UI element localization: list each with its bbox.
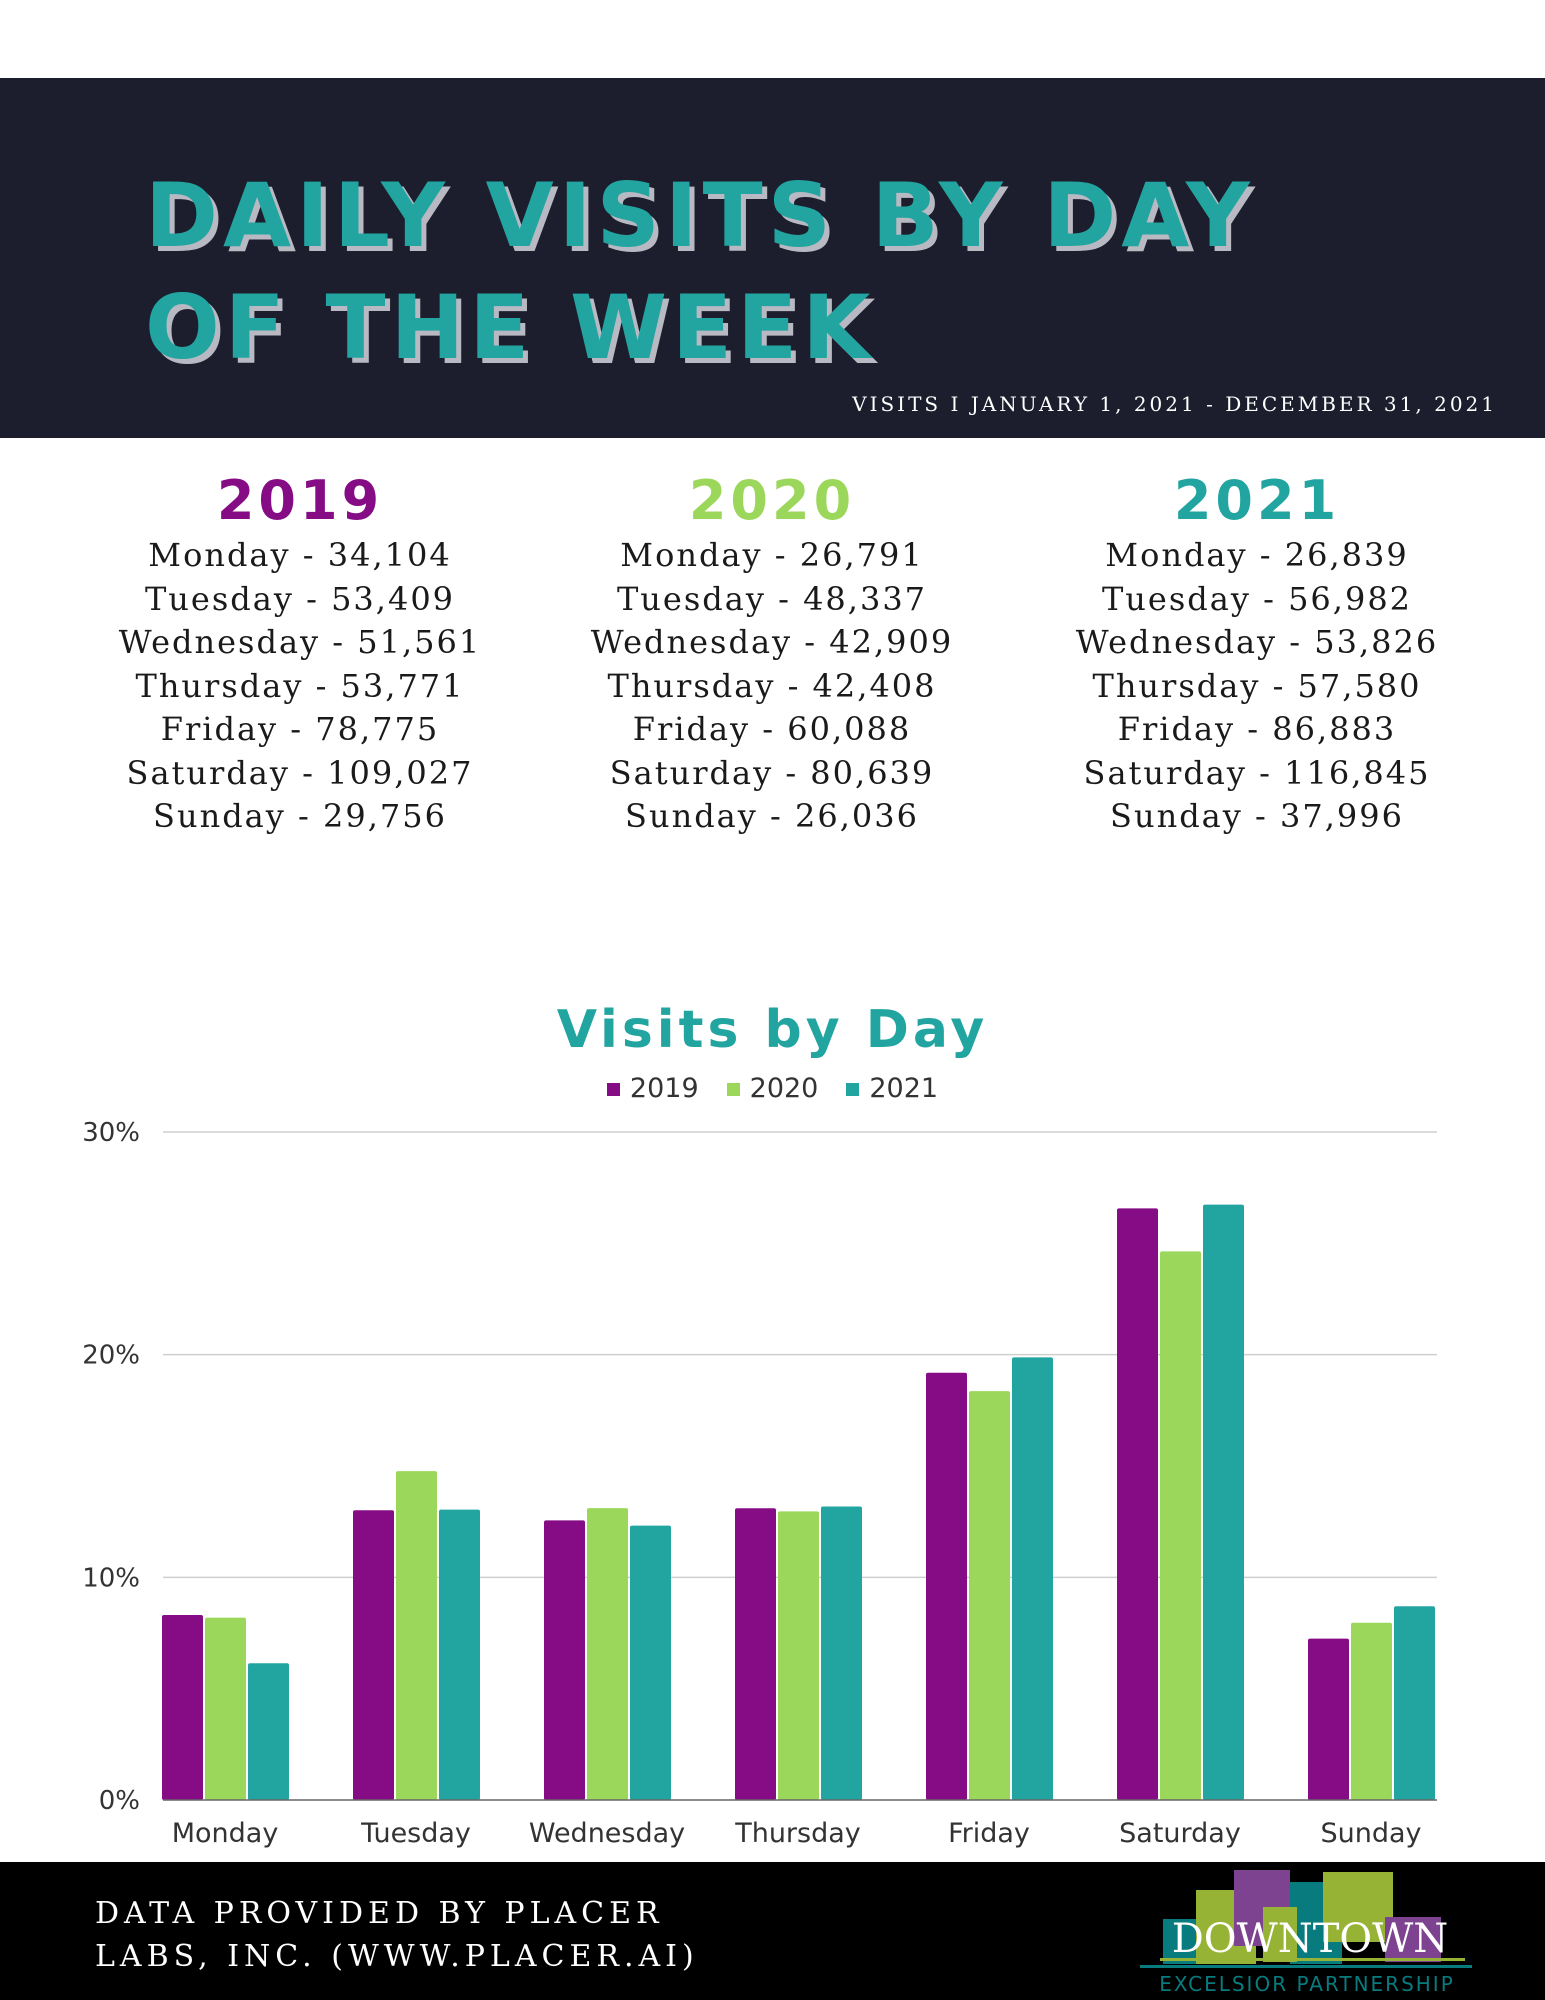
- bar-2019-thursday: [735, 1508, 776, 1800]
- bar-2019-tuesday: [353, 1510, 394, 1800]
- bar-2021-saturday: [1203, 1204, 1244, 1800]
- x-tick-label: Monday: [172, 1818, 279, 1849]
- bar-2021-wednesday: [630, 1525, 671, 1800]
- legend-swatch: [606, 1083, 620, 1096]
- bar-2020-thursday: [778, 1511, 819, 1800]
- y-tick-label: 20%: [82, 1341, 140, 1371]
- x-tick-label: Tuesday: [360, 1818, 471, 1849]
- legend-swatch: [726, 1083, 740, 1096]
- day-visit-count: Sunday - 29,756: [153, 797, 447, 835]
- credit-line-2: LABS, INC. (WWW.PLACER.AI): [95, 1939, 699, 1974]
- bar-2021-thursday: [821, 1506, 862, 1800]
- year-column-2019: 2019 Monday - 34,104 Tuesday - 53,409 Wedne…: [70, 468, 530, 839]
- year-heading: 2020: [688, 469, 856, 532]
- y-tick-label: 30%: [82, 1118, 140, 1148]
- logo-text: DOWNTOWN: [1172, 1916, 1449, 1962]
- day-visit-count: Friday - 86,883: [1117, 710, 1397, 748]
- day-visit-count: Thursday - 53,771: [135, 666, 465, 705]
- legend-item: 2021: [846, 1073, 938, 1104]
- bar-2019-monday: [162, 1614, 203, 1800]
- x-tick-label: Wednesday: [529, 1818, 685, 1849]
- legend-label: 2021: [869, 1073, 939, 1104]
- bar-2020-friday: [969, 1391, 1010, 1800]
- title-line-1: DAILY VISITS BY DAY: [145, 164, 1255, 267]
- day-visit-count: Monday - 26,839: [1105, 536, 1409, 574]
- day-visit-count: Wednesday - 42,909: [590, 623, 954, 661]
- header-band: [0, 78, 1545, 438]
- day-visit-count: Thursday - 57,580: [1092, 666, 1422, 705]
- legend-item: 2020: [726, 1073, 819, 1104]
- day-visit-count: Wednesday - 53,826: [1075, 623, 1439, 661]
- x-tick-label: Sunday: [1320, 1818, 1421, 1849]
- year-heading: 2019: [216, 469, 384, 532]
- day-visit-count: Monday - 34,104: [148, 536, 452, 574]
- page-title: DAILY VISITS BY DAY OF THE WEEK: [145, 160, 1255, 384]
- legend-label: 2019: [629, 1073, 699, 1104]
- day-visit-count: Saturday - 109,027: [126, 753, 474, 792]
- downtown-excelsior-logo: DOWNTOWN EXCELSIOR PARTNERSHIP: [1140, 1870, 1472, 1996]
- year-heading: 2021: [1173, 469, 1341, 532]
- day-visit-count: Friday - 60,088: [632, 710, 912, 748]
- y-tick-label: 0%: [99, 1786, 140, 1816]
- day-visit-count: Tuesday - 48,337: [616, 579, 928, 618]
- x-tick-label: Friday: [948, 1818, 1030, 1849]
- legend-swatch: [846, 1083, 860, 1096]
- day-visit-count: Tuesday - 56,982: [1101, 579, 1413, 618]
- x-tick-label: Saturday: [1119, 1818, 1241, 1849]
- bar-2019-wednesday: [544, 1520, 585, 1800]
- day-visit-count: Saturday - 80,639: [609, 753, 935, 792]
- year-column-2021: 2021 Monday - 26,839 Tuesday - 56,982 Wedne…: [1027, 468, 1487, 839]
- bar-2020-tuesday: [396, 1471, 437, 1800]
- credit-line-1: DATA PROVIDED BY PLACER: [95, 1896, 664, 1931]
- legend-label: 2020: [749, 1073, 819, 1104]
- bar-2019-sunday: [1308, 1638, 1349, 1800]
- bar-chart: 0% 10% 20% 30% Monday Tuesday Wednesday Thursda…: [82, 1118, 1437, 1849]
- year-column-2020: 2020 Monday - 26,791 Tuesday - 48,337 Wedne…: [542, 468, 1002, 839]
- data-credit: DATA PROVIDED BY PLACER LABS, INC. (WWW.…: [95, 1892, 699, 1978]
- bar-2019-saturday: [1117, 1208, 1158, 1800]
- day-visit-count: Tuesday - 53,409: [144, 579, 456, 618]
- bar-2021-tuesday: [439, 1509, 480, 1800]
- day-visit-count: Monday - 26,791: [620, 536, 924, 574]
- bar-2020-wednesday: [587, 1508, 628, 1800]
- day-visit-count: Sunday - 37,996: [1110, 797, 1404, 835]
- chart-legend: 2019 2020 2021: [0, 1073, 1545, 1104]
- day-visit-count: Thursday - 42,408: [607, 666, 937, 705]
- bar-2021-monday: [248, 1663, 289, 1800]
- bar-2021-sunday: [1394, 1606, 1435, 1800]
- legend-item: 2019: [606, 1073, 699, 1104]
- bar-2020-saturday: [1160, 1251, 1201, 1800]
- logo-subtext: EXCELSIOR PARTNERSHIP: [1159, 1972, 1455, 1996]
- day-visit-count: Wednesday - 51,561: [118, 623, 482, 661]
- y-tick-label: 10%: [82, 1563, 140, 1593]
- x-tick-label: Thursday: [734, 1818, 861, 1849]
- title-line-2: OF THE WEEK: [145, 276, 876, 379]
- day-visit-count: Saturday - 116,845: [1083, 753, 1431, 792]
- chart-title: Visits by Day: [556, 1000, 989, 1060]
- bar-2019-friday: [926, 1372, 967, 1800]
- bar-2021-friday: [1012, 1357, 1053, 1800]
- date-range-subtitle: VISITS I JANUARY 1, 2021 - DECEMBER 31, …: [852, 392, 1497, 416]
- bar-2020-monday: [205, 1617, 246, 1800]
- day-visit-count: Sunday - 26,036: [625, 797, 919, 835]
- bar-2020-sunday: [1351, 1622, 1392, 1800]
- day-visit-count: Friday - 78,775: [160, 710, 440, 748]
